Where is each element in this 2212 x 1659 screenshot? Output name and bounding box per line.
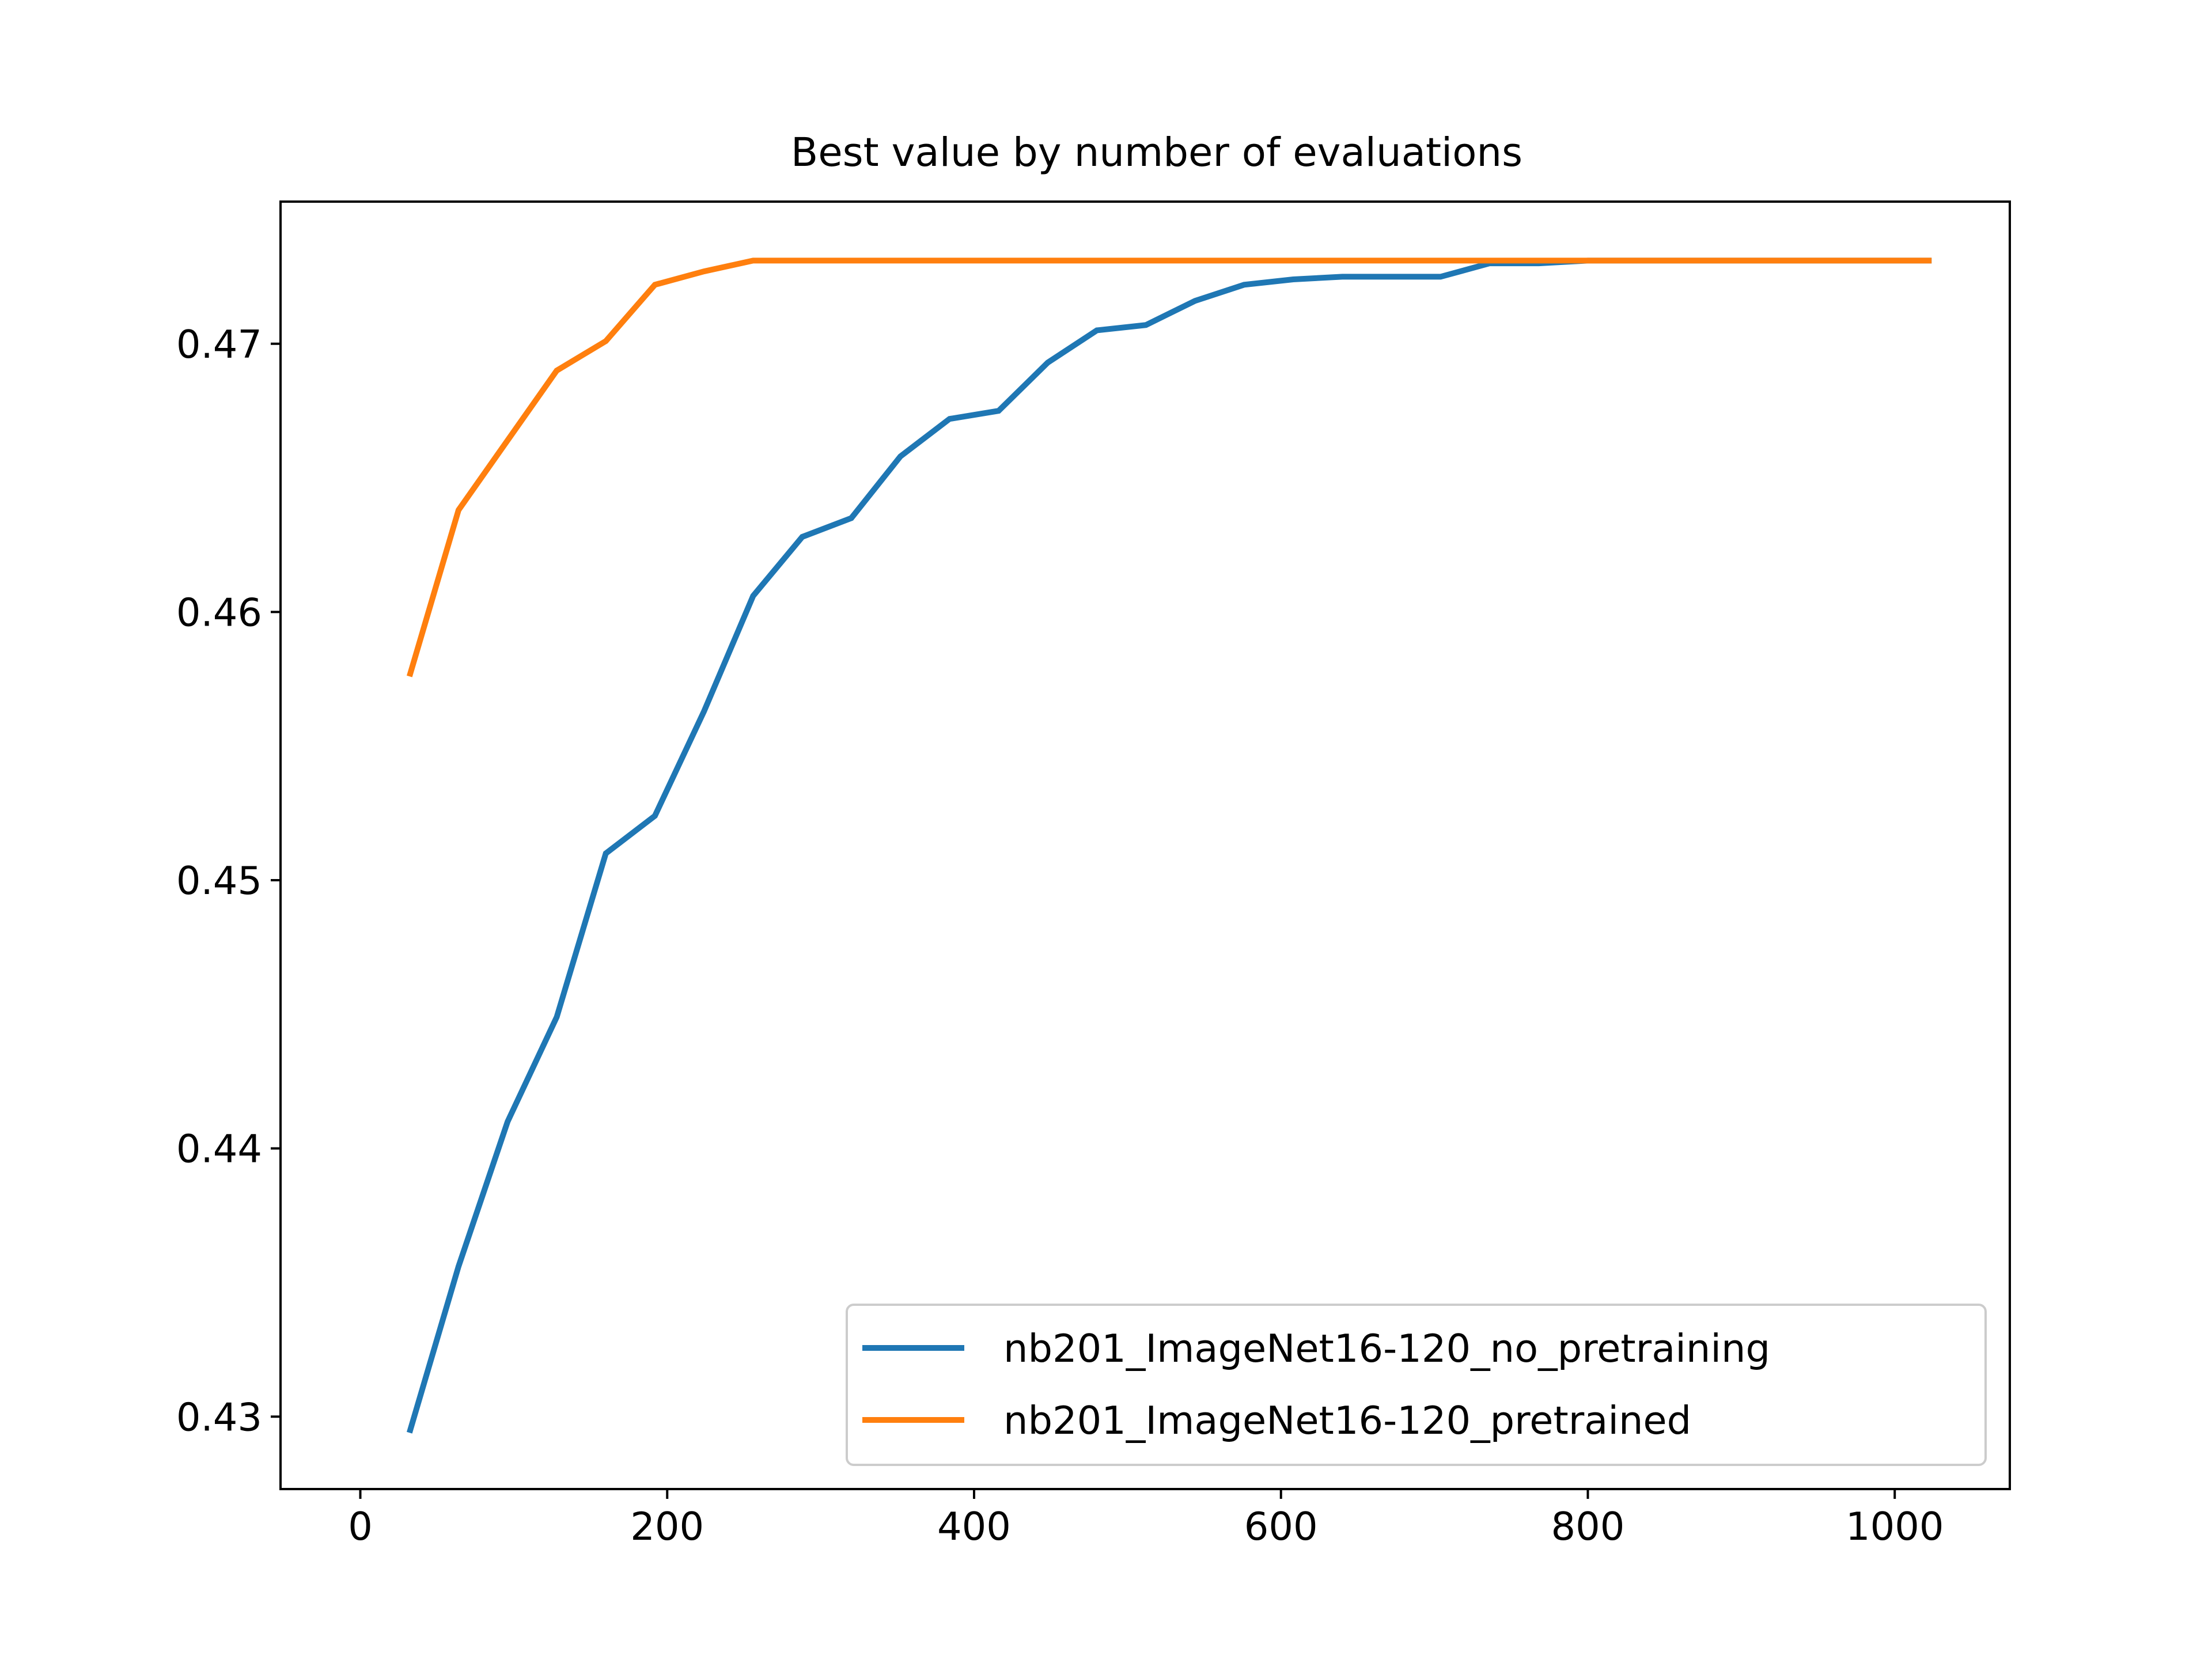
- y-tick-label: 0.47: [176, 322, 262, 367]
- y-tick-label: 0.45: [176, 858, 262, 903]
- x-tick-label: 800: [1551, 1504, 1625, 1549]
- x-axis: 0 200 400 600 800 1000: [348, 1489, 1944, 1549]
- x-tick-label: 200: [630, 1504, 704, 1549]
- legend-box: [846, 1304, 1987, 1466]
- legend-label-1: nb201_ImageNet16-120_pretrained: [1003, 1398, 1691, 1443]
- y-axis: 0.43 0.44 0.45 0.46 0.47: [176, 322, 281, 1440]
- series-line-1: [407, 257, 1932, 677]
- x-tick-label: 1000: [1846, 1504, 1944, 1549]
- chart-title: Best value by number of evaluations: [791, 130, 1522, 176]
- y-tick-label: 0.44: [176, 1127, 262, 1172]
- legend-label-0: nb201_ImageNet16-120_no_pretraining: [1003, 1326, 1770, 1371]
- plot-frame: [279, 200, 2011, 1490]
- y-tick-label: 0.43: [176, 1395, 262, 1440]
- y-tick-label: 0.46: [176, 590, 262, 635]
- series-layer: [407, 257, 1932, 1434]
- x-tick-label: 0: [348, 1504, 373, 1549]
- x-tick-label: 400: [937, 1504, 1011, 1549]
- x-tick-label: 600: [1244, 1504, 1318, 1549]
- legend: nb201_ImageNet16-120_no_pretraining nb201…: [846, 1304, 1987, 1466]
